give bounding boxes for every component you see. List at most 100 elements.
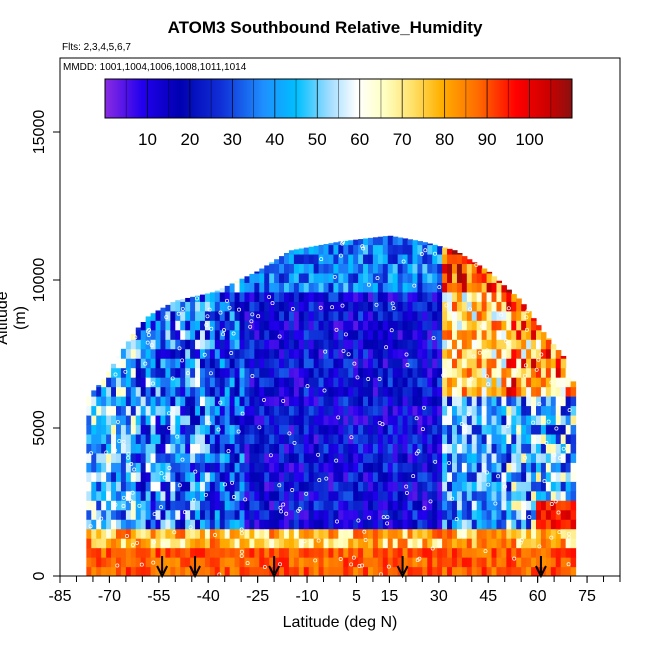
observation-dot <box>115 563 120 568</box>
heat-cell <box>318 291 325 302</box>
heat-cell <box>140 367 147 378</box>
heat-cell <box>135 509 142 520</box>
heat-cell <box>437 443 443 454</box>
heat-cell <box>155 433 162 444</box>
heat-cell <box>545 367 552 378</box>
observation-dot <box>319 257 324 262</box>
heat-cell <box>427 348 433 359</box>
heat-cell <box>521 547 527 558</box>
heat-cell <box>353 301 359 312</box>
heat-cell <box>461 377 468 388</box>
heat-cell <box>333 348 339 359</box>
heat-cell <box>372 367 379 378</box>
heat-cell <box>496 386 503 397</box>
heat-cell <box>521 367 527 378</box>
heat-cell <box>298 339 305 350</box>
heat-cell <box>526 414 532 426</box>
heat-cell <box>308 377 315 388</box>
heat-cell <box>269 329 275 340</box>
heat-cell <box>170 490 176 501</box>
heat-cell <box>145 557 152 568</box>
observation-dot <box>318 305 323 310</box>
heat-cell <box>452 471 458 482</box>
heat-cell <box>353 547 359 558</box>
heat-cell <box>101 405 107 416</box>
heat-cell <box>224 291 231 302</box>
observation-dot <box>130 542 135 547</box>
heat-cell <box>155 414 162 426</box>
heat-cell <box>496 433 503 444</box>
heat-cell <box>461 282 468 293</box>
heat-cell <box>491 490 498 501</box>
heat-cell <box>269 348 275 359</box>
heat-cell <box>392 339 399 350</box>
heat-cell <box>387 424 394 435</box>
heat-cell <box>363 452 369 463</box>
observation-dot <box>218 310 223 315</box>
heat-cell <box>501 519 507 530</box>
heat-cell <box>259 405 265 416</box>
observation-dot <box>218 400 223 405</box>
heat-cell <box>353 329 359 340</box>
heat-cell <box>402 481 409 492</box>
heat-cell <box>491 500 498 511</box>
heat-cell <box>363 253 369 265</box>
heat-cell <box>466 282 473 293</box>
heat-cell <box>481 519 488 530</box>
heat-cell <box>427 490 433 501</box>
heat-cell <box>338 500 344 511</box>
heat-cell <box>195 339 201 350</box>
heat-cell <box>318 405 325 416</box>
heat-cell <box>545 348 552 359</box>
heat-cell <box>244 462 251 473</box>
heat-cell <box>387 272 394 283</box>
heat-cell <box>303 320 310 331</box>
heat-cell <box>130 490 137 501</box>
heat-cell <box>437 310 443 321</box>
heat-cell <box>516 462 522 473</box>
heat-cell <box>516 329 522 340</box>
heat-cell <box>259 481 265 492</box>
heat-cell <box>254 557 260 568</box>
heat-cell <box>491 424 498 435</box>
heat-cell <box>229 500 236 511</box>
heat-cell <box>284 481 290 492</box>
heat-cell <box>298 509 305 520</box>
heat-cell <box>279 566 285 576</box>
heat-cell <box>427 433 433 444</box>
heat-cell <box>160 566 167 576</box>
heat-cell <box>175 386 181 397</box>
heat-cell <box>343 301 349 312</box>
heat-cell <box>244 443 251 454</box>
heat-cell <box>447 471 453 482</box>
heat-cell <box>180 566 186 576</box>
heat-cell <box>150 462 157 473</box>
heat-cell <box>397 339 404 350</box>
heat-cell <box>204 538 211 549</box>
heat-cell <box>165 367 171 378</box>
heat-cell <box>259 268 265 274</box>
heat-cell <box>545 443 552 454</box>
heat-cell <box>254 320 260 331</box>
heat-cell <box>422 424 428 435</box>
heat-cell <box>86 547 92 558</box>
heat-cell <box>125 481 132 492</box>
heat-cell <box>125 538 132 549</box>
heat-cell <box>180 433 186 444</box>
heat-cell <box>96 566 102 576</box>
heat-cell <box>432 377 438 388</box>
heat-cell <box>160 405 167 416</box>
heat-cell <box>377 519 384 530</box>
heat-cell <box>565 452 572 463</box>
heat-cell <box>422 443 428 454</box>
heat-cell <box>313 263 320 274</box>
observation-dot <box>357 564 362 568</box>
observation-dot <box>115 419 120 424</box>
heat-cell <box>536 367 542 378</box>
heat-cell <box>91 557 97 568</box>
heat-cell <box>456 310 463 321</box>
heat-cell <box>471 500 478 511</box>
heat-cell <box>447 291 453 302</box>
heat-cell <box>496 509 503 520</box>
heat-cell <box>452 367 458 378</box>
